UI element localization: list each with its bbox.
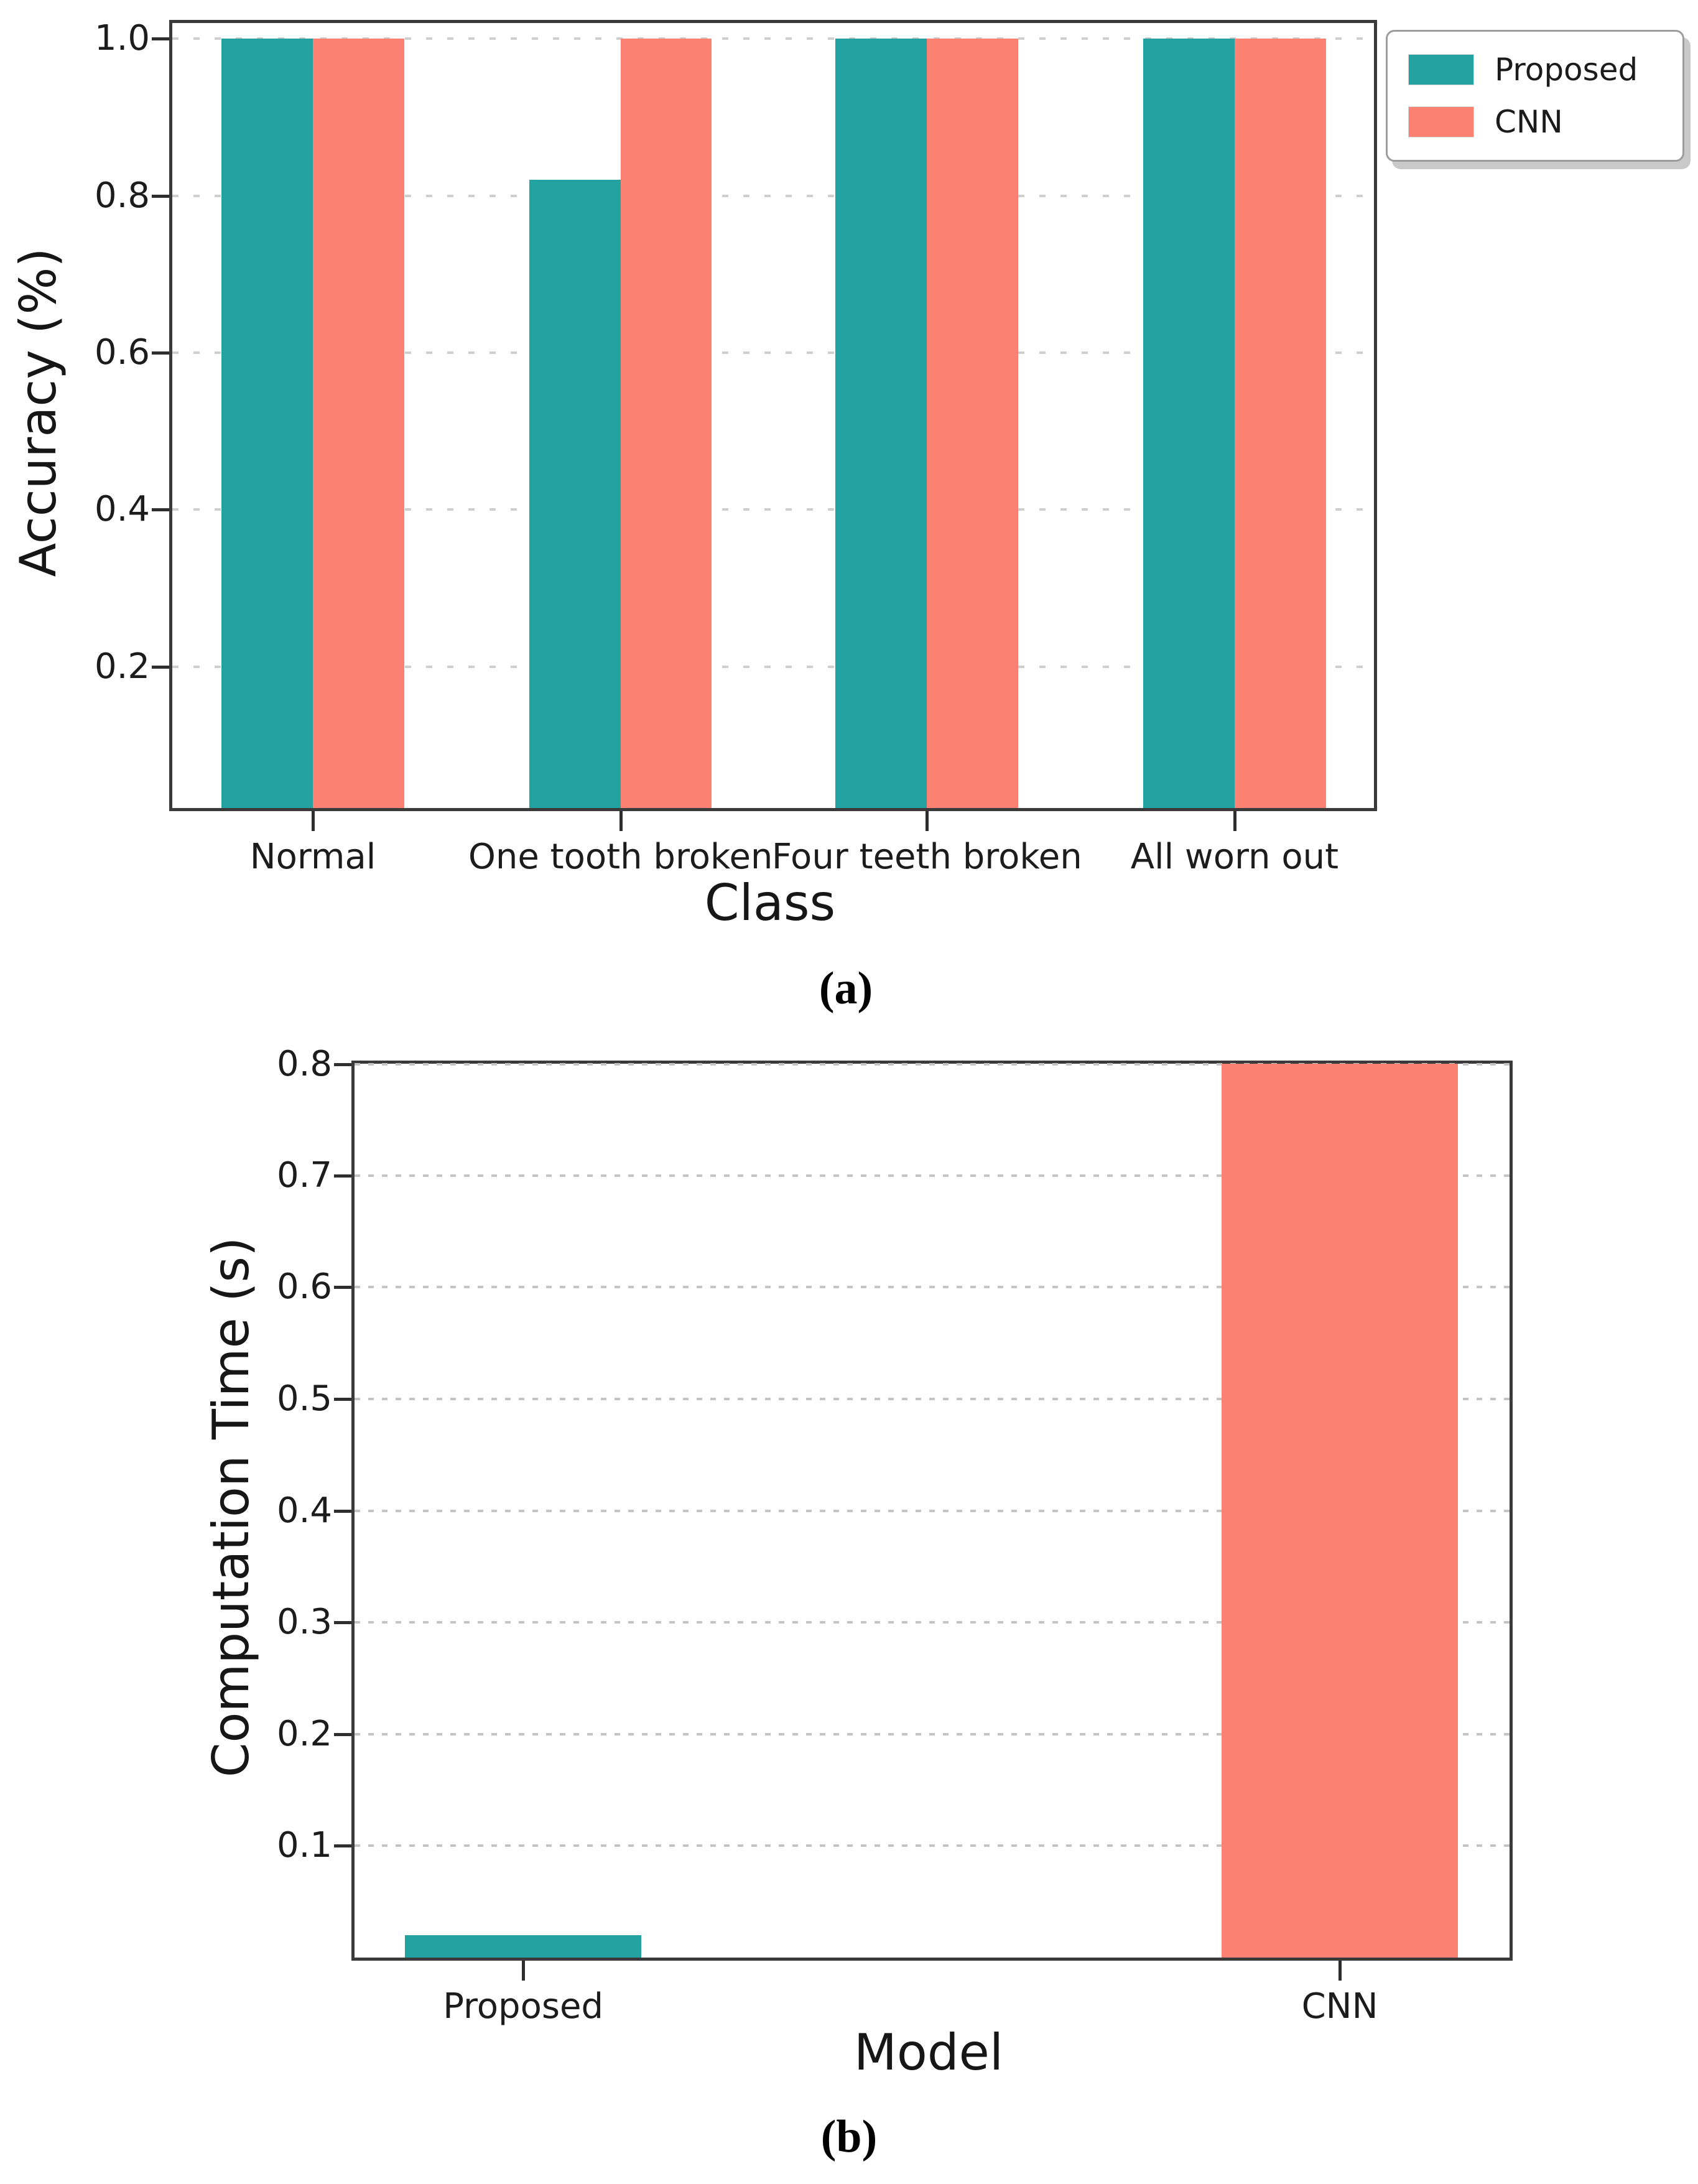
- y-tick-mark-0.8: [152, 194, 169, 198]
- bar-cnn-one-tooth-broken: [620, 39, 712, 808]
- legend-entry-proposed: Proposed: [1408, 52, 1682, 88]
- legend-swatch-proposed: [1408, 54, 1474, 85]
- y-tick-label-0.8: 0.8: [276, 1044, 332, 1085]
- y-tick-label-0.8: 0.8: [94, 175, 150, 216]
- y-tick-mark-0.7: [334, 1174, 351, 1178]
- y-tick-mark-0.4: [152, 508, 169, 512]
- x-tick-label-all-worn-out: All worn out: [1130, 837, 1339, 877]
- x-tick-mark-one-tooth-broken: [619, 811, 623, 831]
- y-tick-label-0.2: 0.2: [94, 646, 150, 687]
- y-tick-label-0.3: 0.3: [276, 1602, 332, 1643]
- computation-time-plot-area: 0.1 0.2 0.3 0.4 0.5 0.6 0.7 0.8 Proposed CNN: [277, 1047, 1513, 2025]
- x-tick-label-proposed: Proposed: [443, 1986, 604, 2027]
- y-tick-label-0.5: 0.5: [276, 1378, 332, 1419]
- bar-cnn-four-teeth-broken: [927, 39, 1019, 808]
- y-tick-mark-0.1: [334, 1844, 351, 1848]
- y-tick-mark-0.6: [334, 1286, 351, 1289]
- y-tick-mark-1.0: [152, 37, 169, 41]
- y-axis-title-computation-time: Computation Time (s): [202, 1237, 260, 1778]
- y-tick-mark-0.2: [334, 1732, 351, 1736]
- x-axis-title-class: Class: [704, 874, 836, 932]
- x-tick-mark-proposed: [522, 1961, 526, 1981]
- y-tick-label-0.4: 0.4: [94, 489, 150, 530]
- legend-label-cnn: CNN: [1495, 104, 1563, 140]
- y-axis-title-accuracy: Accuracy (%): [9, 248, 67, 577]
- bar-proposed-one-tooth-broken: [529, 180, 621, 808]
- accuracy-plot-area: 0.2 0.4 0.6 0.8 1.0 Normal One tooth broken Fou…: [95, 20, 1377, 876]
- y-tick-mark-0.3: [334, 1621, 351, 1625]
- x-axis-title-model: Model: [853, 2024, 1004, 2081]
- bar-cnn-normal: [313, 39, 404, 808]
- x-tick-label-normal: Normal: [249, 837, 376, 877]
- y-tick-mark-0.4: [334, 1509, 351, 1513]
- x-tick-label-cnn: CNN: [1301, 1986, 1378, 2027]
- y-tick-mark-0.6: [152, 351, 169, 355]
- y-tick-mark-0.8: [334, 1063, 351, 1067]
- y-tick-mark-0.5: [334, 1397, 351, 1401]
- bar-cnn: [1221, 1064, 1459, 1958]
- subfigure-caption-b: (b): [820, 2111, 878, 2162]
- legend-swatch-cnn: [1408, 106, 1474, 137]
- y-tick-label-0.4: 0.4: [276, 1490, 332, 1531]
- y-tick-label-0.6: 0.6: [276, 1266, 332, 1308]
- legend-label-proposed: Proposed: [1495, 52, 1638, 88]
- bar-proposed: [404, 1935, 642, 1958]
- x-tick-label-four-teeth-broken: Four teeth broken: [771, 837, 1082, 877]
- legend-entry-cnn: CNN: [1408, 104, 1682, 140]
- x-tick-mark-all-worn-out: [1233, 811, 1236, 831]
- bar-proposed-normal: [221, 39, 313, 808]
- y-tick-label-0.7: 0.7: [276, 1155, 332, 1196]
- x-tick-mark-four-teeth-broken: [926, 811, 929, 831]
- bar-proposed-all-worn-out: [1143, 39, 1235, 808]
- x-tick-mark-normal: [312, 811, 315, 831]
- y-tick-mark-0.2: [152, 665, 169, 669]
- y-tick-label-0.6: 0.6: [94, 332, 150, 373]
- y-tick-label-0.1: 0.1: [276, 1825, 332, 1866]
- y-tick-label-1.0: 1.0: [94, 18, 150, 59]
- y-tick-label-0.2: 0.2: [276, 1713, 332, 1754]
- x-tick-label-one-tooth-broken: One tooth broken: [468, 837, 773, 877]
- bar-cnn-all-worn-out: [1234, 39, 1326, 808]
- legend: Proposed CNN: [1386, 30, 1684, 162]
- bar-proposed-four-teeth-broken: [835, 39, 927, 808]
- subfigure-caption-a: (a): [819, 963, 873, 1014]
- x-tick-mark-cnn: [1338, 1961, 1342, 1981]
